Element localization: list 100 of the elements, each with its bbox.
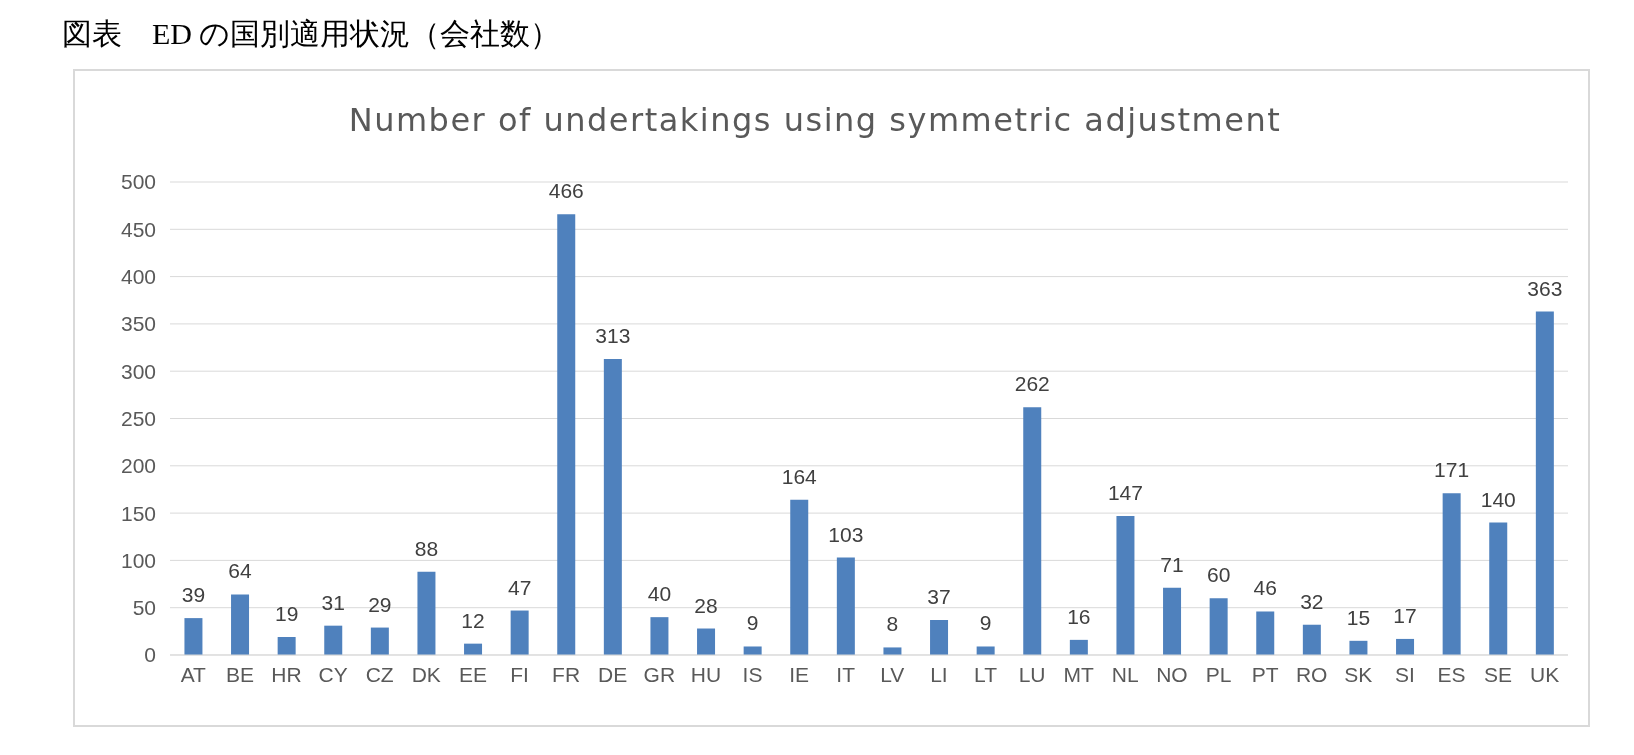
y-tick-label: 0 xyxy=(144,643,156,667)
x-tick-label: LI xyxy=(930,662,948,686)
bar xyxy=(1396,638,1415,655)
data-label: 262 xyxy=(1014,372,1050,396)
y-tick-label: 300 xyxy=(120,359,156,383)
x-tick-label: DK xyxy=(411,662,441,686)
bar xyxy=(370,627,389,655)
bar xyxy=(1349,640,1368,655)
x-tick-label: EE xyxy=(458,662,487,686)
data-label: 140 xyxy=(1480,487,1516,511)
data-label: 313 xyxy=(595,323,631,347)
data-label: 29 xyxy=(368,592,392,616)
bar xyxy=(324,625,343,655)
data-label: 47 xyxy=(507,575,532,599)
data-label: 164 xyxy=(781,464,818,488)
bar xyxy=(697,628,716,655)
data-label: 16 xyxy=(1067,604,1091,628)
bar xyxy=(1535,311,1554,655)
data-label: 64 xyxy=(228,559,253,583)
bar xyxy=(930,620,949,655)
data-label: 363 xyxy=(1527,276,1563,300)
x-tick-label: SI xyxy=(1394,662,1415,686)
data-label: 88 xyxy=(414,536,439,560)
x-tick-label: UK xyxy=(1530,662,1560,686)
bar xyxy=(1256,611,1275,655)
bar xyxy=(883,647,902,655)
x-tick-label: IS xyxy=(742,662,763,686)
x-tick-label: GR xyxy=(643,662,676,686)
data-label: 17 xyxy=(1393,603,1417,627)
y-tick-label: 450 xyxy=(120,217,156,241)
data-label: 71 xyxy=(1160,552,1184,576)
data-label: 12 xyxy=(461,608,485,632)
bar xyxy=(1023,407,1042,655)
y-tick-label: 400 xyxy=(120,265,156,289)
x-tick-label: LV xyxy=(880,662,905,686)
x-tick-label: RO xyxy=(1295,662,1328,686)
bar xyxy=(231,594,250,655)
bar xyxy=(603,358,622,655)
x-tick-label: FR xyxy=(552,662,581,686)
bar xyxy=(1163,587,1182,655)
data-label: 40 xyxy=(647,582,672,606)
x-tick-label: HR xyxy=(271,662,302,686)
y-tick-label: 50 xyxy=(132,596,156,620)
x-tick-label: FI xyxy=(510,662,529,686)
bar xyxy=(1442,493,1461,655)
x-tick-label: SK xyxy=(1344,662,1373,686)
x-tick-label: BE xyxy=(225,662,254,686)
x-tick-label: CZ xyxy=(365,662,394,686)
x-tick-label: NO xyxy=(1156,662,1188,686)
x-tick-label: CY xyxy=(318,662,348,686)
data-label: 466 xyxy=(548,179,584,203)
bar xyxy=(1209,598,1228,655)
chart-subtitle: Number of undertakings using symmetric adjustment xyxy=(347,101,1283,139)
bar xyxy=(417,571,436,655)
x-tick-label: LT xyxy=(974,662,998,686)
data-label: 32 xyxy=(1300,589,1324,613)
x-tick-label: NL xyxy=(1111,662,1139,686)
bar xyxy=(277,637,296,655)
data-label: 103 xyxy=(828,522,864,546)
data-label: 171 xyxy=(1434,458,1470,482)
bar xyxy=(650,617,669,655)
x-tick-label: PT xyxy=(1251,662,1279,686)
data-label: 9 xyxy=(746,611,759,635)
x-tick-label: DE xyxy=(598,662,628,686)
y-tick-label: 250 xyxy=(120,406,156,430)
bar xyxy=(557,214,576,655)
bar xyxy=(836,557,855,655)
chart-title: 図表 ED の国別適用状況（会社数） xyxy=(62,16,561,52)
x-tick-label: IT xyxy=(836,662,856,686)
data-label: 8 xyxy=(886,612,899,636)
x-tick-label: LU xyxy=(1018,662,1046,686)
y-tick-label: 350 xyxy=(120,312,156,336)
bar xyxy=(976,646,995,655)
data-label: 19 xyxy=(274,602,299,626)
bar xyxy=(790,499,809,655)
data-label: 15 xyxy=(1346,605,1371,629)
bar xyxy=(1116,515,1135,655)
x-tick-label: AT xyxy=(180,662,207,686)
y-tick-label: 200 xyxy=(120,454,156,478)
x-tick-label: IE xyxy=(789,662,810,686)
x-tick-label: SE xyxy=(1484,662,1513,686)
data-label: 60 xyxy=(1206,563,1231,587)
data-label: 28 xyxy=(694,593,718,617)
bar xyxy=(1302,624,1321,655)
x-tick-label: HU xyxy=(690,662,722,686)
y-tick-label: 500 xyxy=(120,170,156,194)
bar xyxy=(184,618,203,655)
x-tick-label: ES xyxy=(1437,662,1466,686)
y-tick-label: 100 xyxy=(120,548,156,572)
bar xyxy=(1069,639,1088,655)
bar xyxy=(510,610,529,655)
bar xyxy=(1489,522,1508,655)
bar xyxy=(743,646,762,655)
data-label: 46 xyxy=(1253,576,1277,600)
data-label: 31 xyxy=(321,590,345,614)
data-label: 9 xyxy=(979,611,992,635)
data-label: 147 xyxy=(1107,480,1143,504)
data-label: 39 xyxy=(181,583,206,607)
x-tick-label: PL xyxy=(1205,662,1232,686)
x-tick-label: MT xyxy=(1063,662,1095,686)
